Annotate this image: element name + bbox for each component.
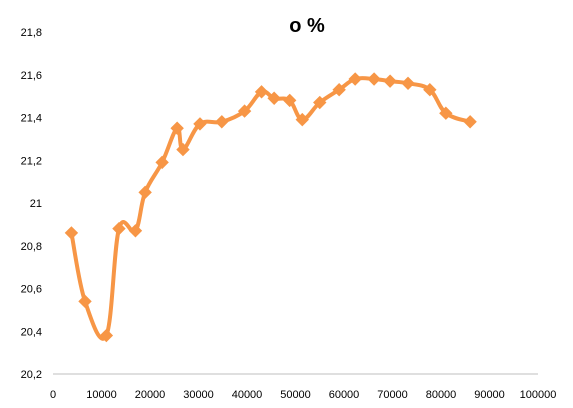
data-point-marker	[112, 221, 126, 236]
y-tick-label: 21,2	[21, 155, 42, 167]
y-tick-label: 21,8	[21, 27, 42, 39]
data-point-marker	[348, 72, 362, 86]
x-tick-label: 20000	[135, 389, 166, 401]
data-point-marker	[78, 294, 92, 309]
x-tick-label: 50000	[280, 389, 311, 401]
data-point-marker	[401, 76, 415, 91]
y-tick-label: 21	[30, 198, 42, 210]
data-point-marker	[295, 112, 309, 127]
x-tick-label: 40000	[232, 389, 263, 401]
data-point-marker	[254, 85, 269, 99]
x-tick-label: 0	[50, 389, 56, 401]
data-point-marker	[463, 115, 477, 129]
chart-title: o %	[289, 15, 325, 37]
y-tick-label: 20,2	[21, 369, 42, 381]
y-axis-tick-labels: 20,2 20,4 20,6 20,8 21 21,2 21,4 21,6 21,8	[21, 27, 42, 381]
y-tick-label: 20,4	[21, 326, 42, 338]
data-point-marker	[423, 83, 437, 97]
data-point-marker	[313, 95, 327, 110]
data-point-marker	[155, 155, 169, 170]
x-tick-label: 70000	[377, 389, 408, 401]
y-tick-label: 20,8	[21, 241, 42, 253]
data-point-marker	[128, 224, 143, 238]
data-point-marker	[215, 115, 229, 129]
data-point-marker	[383, 74, 397, 88]
x-tick-label: 80000	[426, 389, 457, 401]
data-point-marker	[237, 104, 252, 118]
data-point-marker	[99, 328, 114, 343]
y-tick-label: 21,6	[21, 70, 42, 82]
y-tick-label: 20,6	[21, 284, 42, 296]
data-point-marker	[439, 106, 453, 120]
series-line	[69, 76, 473, 341]
data-point-marker	[176, 142, 190, 157]
data-point-marker	[332, 83, 346, 97]
x-tick-label: 60000	[329, 389, 360, 401]
x-axis-tick-labels: 0 10000 20000 30000 40000 50000 60000 70000 8000…	[50, 389, 556, 401]
data-point-marker	[282, 93, 297, 108]
data-point-marker	[267, 91, 281, 105]
y-tick-label: 21,4	[21, 113, 42, 125]
data-point-marker	[64, 226, 79, 240]
data-point-marker	[170, 121, 184, 135]
data-point-marker	[138, 185, 152, 200]
data-point-marker	[193, 117, 207, 131]
data-point-marker	[367, 72, 381, 86]
x-tick-label: 100000	[520, 389, 557, 401]
x-tick-label: 30000	[183, 389, 214, 401]
x-tick-label: 90000	[474, 389, 505, 401]
series-group	[64, 72, 477, 343]
x-tick-label: 10000	[86, 389, 117, 401]
